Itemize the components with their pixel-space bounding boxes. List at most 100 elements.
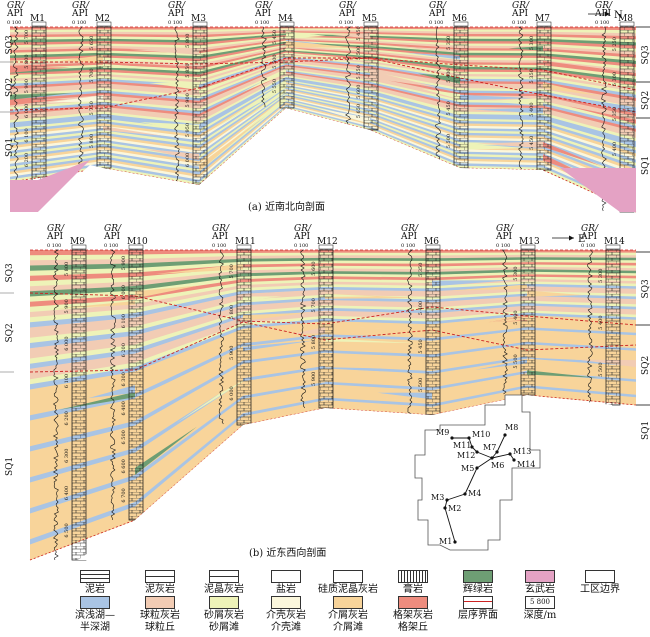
depth-label: 5 450 <box>356 26 362 40</box>
facies-lens <box>232 95 286 141</box>
legend-label-secondary: 砂屑滩 <box>209 622 239 633</box>
facies-lens <box>421 88 460 100</box>
depth-label: 6 200 <box>64 411 70 425</box>
log-scale-label: 0 100 <box>339 20 353 26</box>
api-label: API <box>338 9 356 19</box>
depth-label: 5 800 <box>89 134 95 148</box>
sequence-label-right: SQ1 <box>641 156 650 175</box>
well-name-label: M6 <box>452 14 467 24</box>
legend-item-pellet: 球粒灰岩 球粒丘 <box>128 596 192 634</box>
facies-lens <box>286 31 326 39</box>
depth-label: 6 500 <box>64 523 70 537</box>
facies-lens <box>103 126 164 136</box>
gr-label: GR/ <box>168 1 186 11</box>
lithology-header <box>605 244 621 250</box>
depth-label: 5 400 <box>612 142 618 156</box>
well-location-label: M2 <box>448 504 461 513</box>
legend-label: 泥灰岩 <box>145 584 175 595</box>
facies-lens <box>286 40 357 48</box>
depth-label: 6 100 <box>24 128 30 142</box>
depth-label: 5 500 <box>272 54 278 68</box>
basalt-swatch-icon <box>525 570 555 583</box>
sequence-label-left: SQ1 <box>5 457 15 476</box>
lithology-column <box>279 26 295 109</box>
basalt-wedge <box>38 160 90 212</box>
bioclast-swatch-icon <box>333 596 363 609</box>
depth-label: 5 250 <box>612 37 618 51</box>
sequence-label-right: SQ1 <box>641 421 650 440</box>
facies-lens <box>199 64 276 95</box>
lithology-column <box>71 249 87 561</box>
facies-lens <box>213 80 286 129</box>
legend-label: 膏岩 <box>403 584 423 595</box>
sequence-label-right: SQ3 <box>641 45 650 65</box>
legend-item-mudstone: 泥岩 <box>63 570 127 596</box>
depth-label: 6 100 <box>121 314 127 328</box>
depth-label: 6 700 <box>121 488 127 502</box>
stratum-band <box>10 32 636 43</box>
facies-lens <box>199 118 262 172</box>
depth-label: 5 700 <box>229 264 235 278</box>
api-label: API <box>167 9 185 19</box>
log-scale-label: 0 100 <box>581 243 595 249</box>
legend-item-diabase: 辉绿岩 <box>446 570 510 596</box>
legend-label: 介壳灰岩 <box>266 610 306 621</box>
facies-lens <box>527 358 598 366</box>
well-location-label: M4 <box>468 489 481 498</box>
facies-lens <box>139 121 199 133</box>
facies-lens <box>508 46 543 51</box>
log-scale-label: 0 100 <box>294 243 308 249</box>
depth-label: 6 000 <box>185 153 191 167</box>
lithology-header <box>425 244 441 250</box>
legend-label: 盐岩 <box>276 584 296 595</box>
stratum-band <box>30 269 636 297</box>
facies-lenses <box>10 31 636 176</box>
facies-lens <box>377 392 432 400</box>
gr-label: GR/ <box>496 224 514 234</box>
legend-item-siliceous-micrite: 硅质泥晶灰岩 <box>316 570 380 596</box>
section-line <box>444 507 456 543</box>
log-scale-label: 0 100 <box>401 243 415 249</box>
lithology-header <box>453 21 469 27</box>
depth-label: 5 450 <box>529 136 535 150</box>
lithology-header <box>363 21 379 27</box>
depth-label: 6 400 <box>121 401 127 415</box>
depth-label: 5 350 <box>446 36 452 50</box>
gypsum-swatch-icon <box>398 570 428 583</box>
well-name-label: M1 <box>30 14 45 24</box>
depth-label: 5 850 <box>185 63 191 77</box>
well-location-label: M13 <box>513 447 531 456</box>
facies-lens <box>243 340 316 351</box>
facies-lens <box>198 372 243 405</box>
gr-label: GR/ <box>7 1 25 11</box>
facies-lens <box>339 362 432 371</box>
depth-label: 5 600 <box>356 85 362 99</box>
gr-label: GR/ <box>47 224 65 234</box>
depth-label: 6 300 <box>121 372 127 386</box>
api-label: API <box>103 232 121 242</box>
gr-label: GR/ <box>72 1 90 11</box>
well-name-label: M11 <box>235 237 256 247</box>
legend-item-framework: 格架灰岩 格架丘 <box>381 596 445 634</box>
lithology-header <box>536 21 552 27</box>
api-label: API <box>6 9 24 19</box>
gr-label: GR/ <box>255 1 273 11</box>
log-scale-label: 0 100 <box>47 243 61 249</box>
strata-bands <box>10 27 636 213</box>
facies-lens <box>568 106 636 124</box>
depth-label: 5 700 <box>311 298 317 312</box>
depth-label: 5 400 <box>418 301 424 315</box>
lithology-column <box>96 26 112 169</box>
depth-label: 5 400 <box>513 310 519 324</box>
gr-log-curve <box>517 26 525 170</box>
facies-lens <box>474 359 527 370</box>
facies-lens <box>135 426 197 475</box>
depth-label: 5 900 <box>229 346 235 360</box>
siliceous-micrite-swatch-icon <box>333 570 363 583</box>
api-label: API <box>495 232 513 242</box>
